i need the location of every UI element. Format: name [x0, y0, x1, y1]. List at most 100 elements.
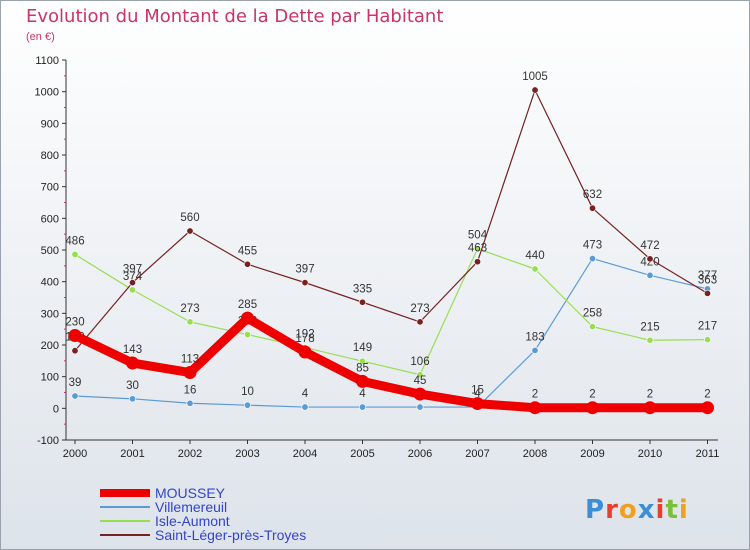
data-label: 2	[647, 389, 653, 401]
data-point	[186, 318, 194, 326]
data-label: 230	[65, 317, 84, 329]
y-tick-label: 600	[41, 213, 59, 225]
data-point	[129, 279, 137, 287]
data-label: 258	[583, 308, 602, 320]
series-saint-l-ger-pr-s-troyes: 1823975604553973352734631005632472363	[65, 71, 717, 355]
legend: MOUSSEYVillemereuilIsle-AumontSaint-Lége…	[100, 485, 306, 543]
data-point	[301, 279, 309, 287]
data-label: 560	[180, 212, 199, 224]
y-tick-label: 300	[41, 308, 59, 320]
y-tick-label: -100	[37, 435, 59, 447]
data-label: 504	[468, 230, 488, 242]
data-point	[301, 403, 309, 411]
data-point	[646, 271, 654, 279]
data-label: 4	[474, 388, 481, 400]
legend-label: Villemereuil	[155, 499, 227, 515]
data-label: 273	[180, 303, 199, 315]
series-line	[70, 313, 712, 413]
data-point	[126, 356, 139, 370]
data-point	[643, 401, 657, 415]
data-label: 2	[589, 389, 595, 401]
data-point	[71, 250, 79, 258]
data-label: 377	[698, 270, 717, 282]
data-point	[588, 204, 596, 212]
svg-text:Proxiti: Proxiti	[585, 495, 689, 525]
data-label: 4	[302, 388, 309, 400]
x-tick-label: 2001	[120, 448, 144, 460]
data-label: 397	[123, 264, 142, 276]
data-label: 30	[126, 380, 139, 392]
series-layer: 3930161044418347342037748637427323319214…	[65, 71, 717, 415]
data-label: 335	[353, 283, 372, 295]
data-label: 363	[698, 274, 717, 286]
x-tick-label: 2003	[235, 448, 259, 460]
data-label: 440	[525, 250, 544, 262]
x-tick-label: 2007	[465, 448, 489, 460]
proxiti-logo: Proxiti	[585, 495, 689, 525]
data-label: 463	[468, 243, 487, 255]
data-point	[473, 258, 481, 266]
data-point	[531, 86, 539, 94]
data-point	[241, 311, 254, 325]
x-tick-label: 2009	[580, 448, 604, 460]
data-point	[129, 395, 137, 403]
data-label: 374	[123, 271, 143, 283]
data-point	[701, 401, 714, 415]
series-villemereuil: 39301610444183473420377	[69, 240, 717, 411]
data-point	[703, 336, 711, 344]
y-tick-label: 200	[41, 340, 59, 352]
data-label: 45	[414, 375, 427, 387]
data-label: 16	[184, 384, 197, 396]
data-point	[646, 336, 654, 344]
data-point	[129, 286, 137, 294]
x-tick-label: 2011	[696, 448, 720, 460]
data-label: 178	[295, 333, 314, 345]
data-label: 183	[525, 331, 544, 343]
y-tick-label: 900	[41, 118, 59, 130]
data-label: 472	[640, 240, 659, 252]
legend-label: Isle-Aumont	[155, 513, 230, 529]
data-label: 273	[410, 303, 429, 315]
x-tick-label: 2004	[293, 448, 317, 460]
data-label: 1005	[522, 71, 548, 83]
chart-title: Evolution du Montant de la Dette par Hab…	[26, 6, 443, 27]
series-moussey: 230 143 113 285 178 85 45 15 2 2 2 2	[65, 299, 714, 415]
series-line	[74, 89, 709, 352]
data-label: 39	[69, 377, 82, 389]
data-point	[358, 298, 366, 306]
data-label: 113	[181, 354, 199, 366]
data-label: 192	[295, 329, 314, 341]
data-label: 10	[241, 386, 254, 398]
y-tick-label: 100	[41, 372, 59, 384]
data-label: 2	[532, 389, 538, 401]
data-label: 106	[410, 356, 429, 368]
data-label: 397	[295, 264, 314, 276]
data-point	[186, 227, 194, 235]
data-label: 285	[238, 299, 257, 311]
data-point	[358, 357, 366, 365]
data-point	[531, 265, 539, 273]
data-point	[68, 329, 82, 342]
data-label: 4	[359, 388, 366, 400]
data-label: 215	[640, 321, 659, 333]
data-point	[416, 318, 424, 326]
data-point	[586, 401, 599, 415]
legend-label: MOUSSEY	[155, 485, 226, 501]
data-point	[298, 345, 312, 359]
y-tick-label: 800	[41, 150, 59, 162]
y-tick-label: 0	[53, 403, 59, 415]
data-label: 217	[698, 321, 717, 333]
x-tick-label: 2002	[178, 448, 202, 460]
data-point	[646, 255, 654, 263]
data-point	[528, 401, 542, 415]
data-label: 2	[704, 389, 710, 401]
data-label: 473	[583, 240, 602, 252]
y-tick-label: 700	[41, 182, 59, 194]
x-tick-label: 2006	[408, 448, 432, 460]
y-tick-label: 1100	[35, 55, 59, 67]
data-label: 85	[356, 362, 369, 374]
data-point	[244, 260, 252, 268]
data-point	[531, 346, 539, 354]
data-point	[473, 245, 481, 253]
